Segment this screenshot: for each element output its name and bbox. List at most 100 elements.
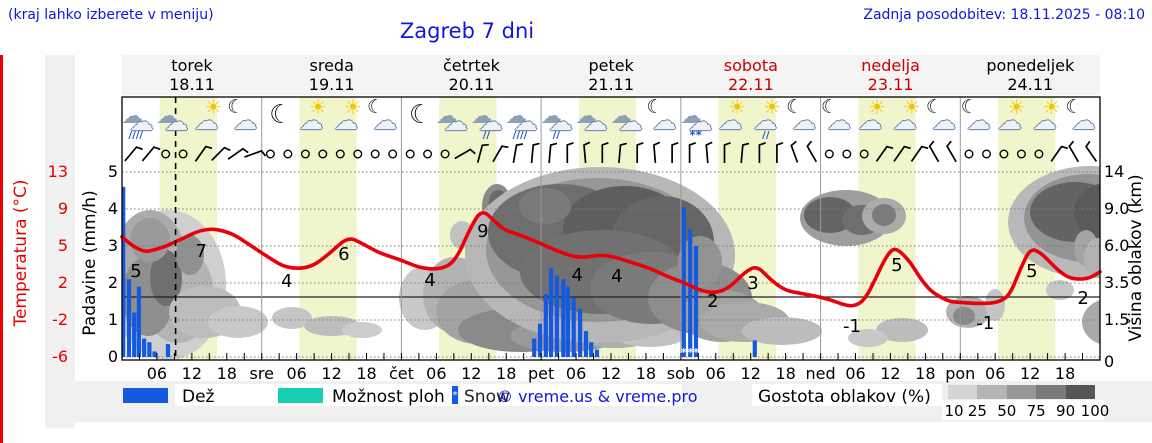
gradient-segment <box>1036 385 1066 399</box>
legend-showers-box <box>325 384 455 406</box>
cloud-blob <box>876 318 928 342</box>
wind-barb-icon <box>492 145 509 163</box>
x-tick-label: 12 <box>740 364 761 383</box>
axis-tick-label: 4 <box>107 199 118 218</box>
wind-calm-icon <box>300 149 310 159</box>
wind-barb-icon <box>671 142 679 163</box>
fc-glyph: ☁ <box>194 107 219 135</box>
axis-tick-label: 2 <box>107 273 118 292</box>
day-header: petek 21.11 <box>541 56 681 94</box>
fc-glyph: ☁ <box>997 107 1022 135</box>
gradient-segment <box>977 385 1007 399</box>
weather-icon-sun-cloud: ☀ ☁ <box>296 97 332 142</box>
x-tick-label: 18 <box>1054 364 1076 383</box>
sun-glyph: ☀ <box>344 95 362 119</box>
wind-calm-icon <box>964 149 974 159</box>
temperature-value-label: 5 <box>891 255 902 276</box>
wind-calm-icon <box>178 149 188 159</box>
weather-icon-rain: ☁ ☁// <box>541 98 577 142</box>
precip-bar <box>565 286 570 357</box>
copyright-link[interactable]: © vreme.us & vreme.pro <box>497 387 698 406</box>
sun-glyph: ☀ <box>763 95 782 119</box>
precip-bar <box>578 308 583 357</box>
bc-glyph: ☁ <box>505 104 528 129</box>
weather-icon-cloudy: ☁ ☁ <box>610 98 646 142</box>
bc-glyph: ☁ <box>470 104 493 129</box>
wind-barb-icon <box>1050 145 1069 162</box>
wind-barb-icon <box>476 143 489 163</box>
x-tick-label: pet <box>528 364 555 383</box>
fc-glyph: ☁ <box>718 107 743 135</box>
wind-barb-icon <box>124 146 143 162</box>
wind-barb-icon <box>141 146 161 162</box>
cloud-blob <box>130 218 170 262</box>
day-date: 20.11 <box>448 75 495 94</box>
day-header-band <box>122 55 1100 95</box>
weather-icon-moon-cloud: ☾ ☁ <box>366 98 402 142</box>
weather-icon-moon-cloud: ☾ ☁ <box>925 98 961 142</box>
wind-calm-icon <box>1016 149 1026 159</box>
axis-tick-label: 3 <box>107 236 118 255</box>
wind-barb-icon <box>946 140 957 163</box>
page-title: Zagreb 7 dni <box>399 19 535 43</box>
fc-glyph: ☁ <box>618 108 643 136</box>
fc-glyph: ☁ <box>966 107 991 135</box>
day-date: 23.11 <box>867 75 914 94</box>
sun-glyph: ☀ <box>902 95 921 119</box>
temperature-value-label: 6 <box>338 244 349 265</box>
precip-bar <box>142 338 147 357</box>
axis-tick-label: 14 <box>1104 162 1125 181</box>
day-name: nedelja <box>861 56 920 75</box>
precip-bar <box>132 312 137 357</box>
bc-glyph: ☁ <box>121 104 144 129</box>
fc-glyph: ☁ <box>857 107 882 135</box>
wind-barb-icon <box>583 141 591 164</box>
fc-glyph: ☁ <box>652 107 677 135</box>
fc-glyph: ☁ <box>443 108 468 136</box>
moonS-glyph: ☾ <box>646 96 664 118</box>
legend-copyright-box <box>492 384 682 406</box>
weather-icon-sun-cloud: ☀ ☁ <box>1030 97 1066 142</box>
weather-icon-moon: ☾ <box>401 98 437 142</box>
precip-bar <box>554 275 559 357</box>
axis-tick-label: 2 <box>57 273 68 292</box>
day-date: 18.11 <box>169 75 215 94</box>
wind-barb-icon <box>806 140 818 163</box>
precip-bar <box>152 351 157 357</box>
x-tick-label: 18 <box>915 364 936 383</box>
wind-barb-icon <box>1085 140 1098 162</box>
moonS-glyph: ☾ <box>960 96 978 118</box>
sun-glyph: ☀ <box>204 95 223 119</box>
temperature-value-label: 7 <box>195 241 206 262</box>
weather-icon-sun-cloud: ☀ ☁ <box>855 95 891 142</box>
wind-calm-icon <box>999 149 1009 159</box>
wind-barb-icon <box>790 140 799 163</box>
axis-tick-label: 6.0 <box>1104 236 1130 255</box>
rain-legend-label: Dež <box>182 387 215 407</box>
axis-tick-label: 5 <box>107 162 118 181</box>
wind-barb-icon <box>653 141 661 164</box>
day-header: nedelja 23.11 <box>821 56 961 94</box>
cloud-blob <box>1082 300 1100 344</box>
precip-bar <box>561 279 566 357</box>
temperature-value-label: 9 <box>477 221 488 242</box>
x-tick-label: 06 <box>565 364 587 383</box>
temperature-value-label: 2 <box>707 291 718 312</box>
sun-glyph: ☀ <box>867 95 886 119</box>
wind-calm-icon <box>388 149 398 159</box>
x-tick-label: sob <box>666 364 695 383</box>
wind-barb-icon <box>740 142 750 164</box>
bc-glyph: ☁ <box>680 104 703 129</box>
x-tick-label: sre <box>249 364 274 383</box>
weather-icon-rain: ☁ ☁// <box>471 98 507 142</box>
temperature-value-label: 5 <box>130 261 141 282</box>
cloud-blob <box>1046 280 1074 300</box>
x-tick-label: čet <box>388 364 414 383</box>
fc-glyph: ☁ <box>688 108 713 136</box>
cloud-blob <box>1084 238 1100 278</box>
precip-bar <box>548 268 554 357</box>
day-header: četrtek 20.11 <box>401 56 541 94</box>
cloud-blob <box>953 307 975 325</box>
wind-calm-icon <box>440 149 450 159</box>
wind-barb-icon <box>618 142 628 164</box>
